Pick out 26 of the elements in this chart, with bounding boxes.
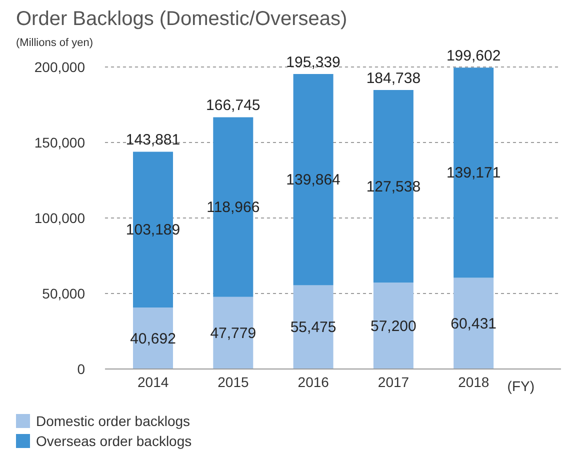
legend-label: Overseas order backlogs [36,433,192,449]
y-tick-label: 100,000 [34,210,86,226]
total-label: 199,602 [446,48,501,65]
y-tick-label: 150,000 [34,134,86,150]
x-axis-title: (FY) [507,378,535,394]
chart-subtitle: (Millions of yen) [15,37,94,49]
data-label: 47,779 [210,324,256,342]
total-label: 166,745 [206,97,260,114]
total-label: 195,339 [286,54,340,72]
total-label: 184,738 [366,70,421,88]
x-tick-label: 2017 [378,374,410,390]
total-label: 143,881 [126,132,180,149]
data-label: 55,475 [290,319,336,336]
data-label: 57,200 [370,318,416,335]
data-label: 40,692 [130,330,176,348]
data-label: 60,431 [450,315,497,332]
x-tick-label: 2015 [218,374,250,390]
x-tick-label: 2016 [298,374,330,390]
legend-label: Domestic order backlogs [36,413,190,429]
y-tick-label: 0 [77,360,86,377]
y-tick-label: 50,000 [42,285,86,302]
x-tick-label: 2018 [458,374,490,390]
y-tick-label: 200,000 [34,58,86,75]
bar [293,285,334,369]
x-tick-label: 2014 [138,374,169,390]
chart-title: Order Backlogs (Domestic/Overseas) [15,8,348,31]
